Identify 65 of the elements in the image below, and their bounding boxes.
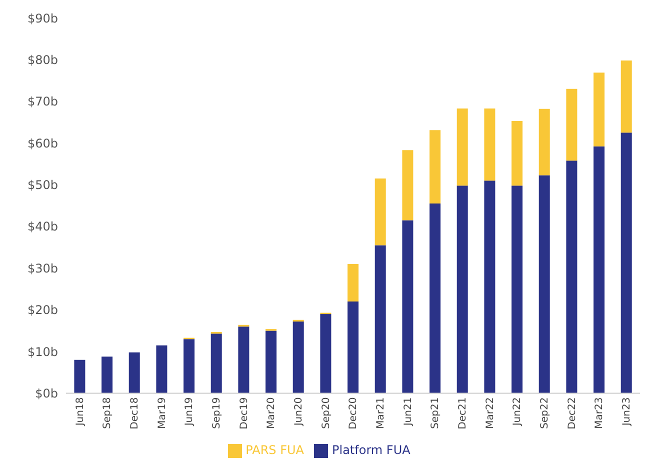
bar — [402, 150, 414, 220]
bar — [102, 356, 113, 394]
y-tick-label: $30b — [27, 261, 58, 276]
bar — [430, 130, 441, 204]
bar — [512, 120, 523, 186]
x-tick-label: Mar21 — [375, 397, 386, 429]
bar — [374, 245, 386, 394]
bar — [430, 204, 441, 394]
x-tick-label: Sep20 — [320, 397, 332, 429]
bar — [566, 160, 578, 394]
x-tick-label: Jun18 — [74, 397, 86, 427]
x-tick-label: Jun20 — [293, 397, 304, 427]
bar — [266, 330, 277, 394]
bar — [402, 220, 414, 394]
x-tick-label: Dec22 — [566, 397, 578, 430]
bar — [620, 60, 632, 133]
bar — [348, 302, 359, 394]
x-tick-label: Dec19 — [238, 397, 250, 430]
bar — [128, 352, 140, 394]
legend-label: Platform FUA — [332, 443, 410, 458]
y-tick-label: $0b — [35, 386, 58, 401]
x-tick-label: Mar23 — [594, 397, 606, 429]
y-tick-label: $40b — [27, 220, 58, 234]
x-tick-label: Sep21 — [430, 397, 442, 429]
bar — [348, 264, 359, 302]
y-tick-label: $10b — [27, 344, 58, 359]
x-tick-label: Dec18 — [129, 397, 140, 430]
x-tick-label: Mar22 — [484, 397, 496, 429]
bar — [456, 108, 468, 186]
bar — [456, 186, 468, 394]
bar — [238, 326, 250, 394]
x-tick-label: Dec21 — [457, 397, 468, 430]
x-tick-label: Jun21 — [402, 397, 414, 427]
y-tick-label: $90b — [27, 11, 58, 26]
bar — [320, 314, 332, 394]
bar — [74, 360, 86, 394]
x-tick-label: Mar20 — [266, 397, 278, 429]
x-tick-label: Jun23 — [621, 397, 632, 427]
bar — [594, 146, 605, 394]
x-tick-label: Mar19 — [156, 397, 168, 429]
bar — [538, 108, 550, 176]
x-tick-label: Sep19 — [211, 397, 222, 429]
bar — [484, 180, 496, 394]
bar — [538, 175, 550, 394]
y-tick-label: $80b — [27, 52, 58, 67]
x-tick-label: Jun22 — [512, 397, 524, 427]
bar — [156, 345, 168, 394]
bar — [566, 88, 578, 161]
bar — [512, 186, 523, 394]
bar — [210, 334, 222, 394]
x-tick-label: Dec20 — [348, 397, 360, 430]
x-tick-label: Jun19 — [184, 397, 196, 427]
bar — [184, 339, 195, 394]
x-tick-label: Sep18 — [102, 397, 114, 429]
bar — [484, 108, 496, 181]
bar — [374, 178, 386, 246]
y-tick-label: $70b — [27, 94, 58, 109]
y-tick-label: $20b — [27, 303, 58, 318]
bar — [292, 322, 304, 394]
bar — [620, 132, 632, 394]
y-tick-label: $50b — [27, 178, 58, 192]
x-tick-label: Sep22 — [539, 397, 550, 429]
y-tick-label: $60b — [27, 136, 58, 150]
legend-label: PARS FUA — [246, 443, 304, 458]
bar — [594, 72, 605, 146]
